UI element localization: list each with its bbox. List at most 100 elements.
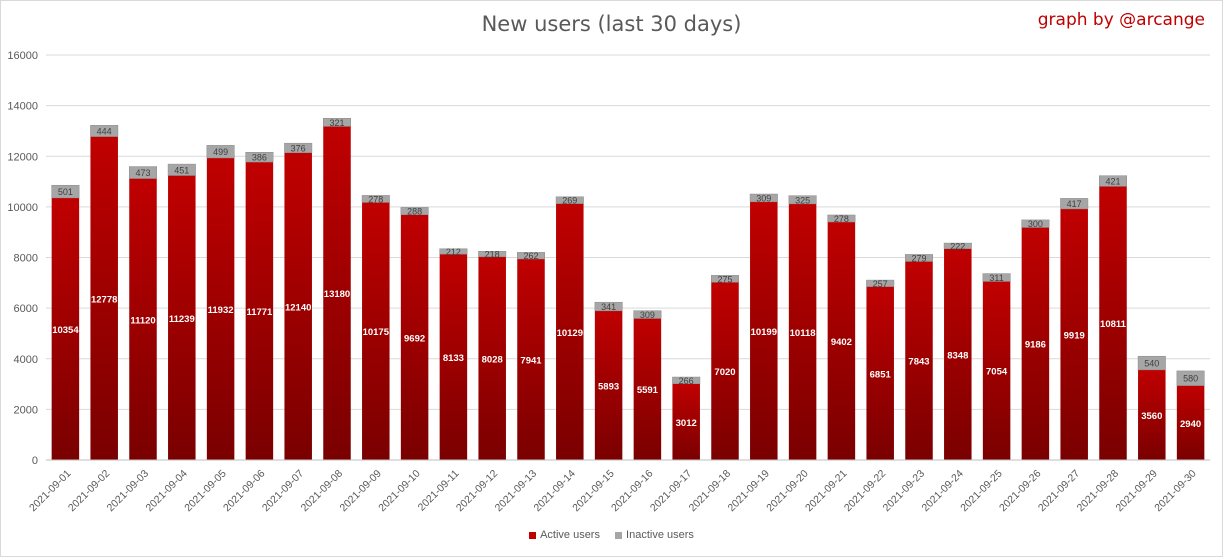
data-label-inactive: 300 <box>1028 219 1043 229</box>
bar-inactive <box>633 310 662 319</box>
bar-inactive <box>400 207 429 215</box>
bar-active <box>827 222 856 460</box>
bar-inactive <box>788 195 817 205</box>
bar-inactive <box>827 214 856 223</box>
bar-inactive <box>1176 370 1205 386</box>
data-label-inactive: 417 <box>1067 199 1082 209</box>
data-label-active: 8028 <box>482 354 503 365</box>
bar-inactive <box>284 142 313 153</box>
data-label-inactive: 309 <box>640 310 655 320</box>
bar-inactive <box>129 166 157 179</box>
data-label-inactive: 222 <box>950 241 965 251</box>
bar-inactive <box>1021 219 1050 228</box>
bar-inactive <box>672 376 701 385</box>
bar-active <box>556 203 584 460</box>
data-label-inactive: 257 <box>873 279 888 289</box>
bar-active <box>129 178 157 460</box>
data-label-inactive: 473 <box>135 168 150 178</box>
data-label-active: 7843 <box>908 357 929 368</box>
bar-active <box>245 162 274 460</box>
legend-label-active: Active users <box>540 529 600 541</box>
data-label-active: 8133 <box>443 353 464 364</box>
data-label-inactive: 580 <box>1183 374 1198 384</box>
chart-credit: graph by @arcange <box>1037 10 1205 30</box>
bar-active <box>1138 369 1166 460</box>
bar-active <box>866 286 894 460</box>
data-label-active: 6851 <box>870 369 892 380</box>
bar-active <box>944 248 972 460</box>
data-label-inactive: 444 <box>97 126 112 136</box>
bar-inactive <box>517 252 545 260</box>
bar-inactive <box>594 301 623 312</box>
bar-active <box>323 126 351 460</box>
data-label-inactive: 278 <box>834 214 849 224</box>
data-label-active: 10199 <box>751 327 777 338</box>
bar-active <box>750 201 778 460</box>
data-label-active: 11239 <box>169 314 195 325</box>
data-label-inactive: 275 <box>717 274 732 284</box>
data-label-active: 9402 <box>831 337 852 348</box>
bar-inactive <box>749 193 778 203</box>
x-tick-label: 2021-09-10 <box>376 468 423 515</box>
data-label-active: 10354 <box>52 325 79 336</box>
bar-active <box>439 254 468 460</box>
data-label-active: 7941 <box>520 355 542 366</box>
data-label-inactive: 266 <box>679 376 694 386</box>
data-label-inactive: 278 <box>368 194 383 204</box>
data-label-inactive: 311 <box>989 273 1003 283</box>
bar-active <box>788 203 817 460</box>
y-tick-label: 14000 <box>7 101 38 113</box>
chart-title: New users (last 30 days) <box>481 12 742 36</box>
data-label-active: 9919 <box>1064 330 1085 341</box>
bar-inactive <box>711 275 739 283</box>
data-label-active: 8348 <box>947 350 968 361</box>
bar-active <box>168 175 196 460</box>
bar-active <box>362 202 390 460</box>
data-label-active: 11771 <box>246 307 273 318</box>
data-label-inactive: 288 <box>407 207 422 217</box>
bar-inactive <box>555 196 584 204</box>
bar-active <box>633 318 662 460</box>
data-label-inactive: 451 <box>174 165 189 175</box>
data-label-active: 11932 <box>208 305 234 316</box>
data-label-inactive: 321 <box>329 118 344 128</box>
data-label-active: 5591 <box>637 385 659 396</box>
data-label-inactive: 325 <box>795 195 810 205</box>
y-tick-label: 10000 <box>7 202 38 214</box>
data-label-inactive: 376 <box>291 143 306 153</box>
bar-active <box>905 261 933 460</box>
data-label-active: 5893 <box>598 381 619 392</box>
data-label-inactive: 279 <box>911 253 926 263</box>
y-tick-label: 6000 <box>14 303 38 315</box>
legend-item-active: Active users <box>529 529 600 541</box>
bar-inactive <box>167 163 196 176</box>
legend-item-inactive: Inactive users <box>615 529 694 541</box>
y-tick-label: 4000 <box>14 354 38 366</box>
bar-inactive <box>361 195 390 203</box>
bar-active <box>711 282 739 460</box>
bar-active <box>51 197 80 460</box>
bar-active <box>517 258 545 460</box>
bar-active <box>672 383 700 460</box>
y-tick-label: 12000 <box>7 151 38 163</box>
data-label-active: 13180 <box>324 289 350 300</box>
bar-active <box>478 256 506 460</box>
data-label-active: 12778 <box>91 294 117 305</box>
bar-active <box>1099 186 1127 460</box>
data-label-active: 10118 <box>790 328 816 339</box>
data-label-inactive: 421 <box>1105 177 1120 187</box>
data-label-inactive: 386 <box>252 153 267 163</box>
data-label-active: 3560 <box>1141 411 1162 422</box>
bar-inactive <box>478 251 507 258</box>
legend-swatch-active <box>529 531 537 539</box>
bar-active <box>90 136 118 460</box>
x-tick-label: 2021-09-30 <box>1152 468 1199 515</box>
bar-inactive <box>1099 175 1127 187</box>
legend-swatch-inactive <box>615 531 623 539</box>
data-label-active: 7020 <box>714 367 735 378</box>
bar-inactive <box>1137 355 1166 371</box>
bar-active <box>982 281 1011 460</box>
y-tick-label: 2000 <box>14 404 38 416</box>
